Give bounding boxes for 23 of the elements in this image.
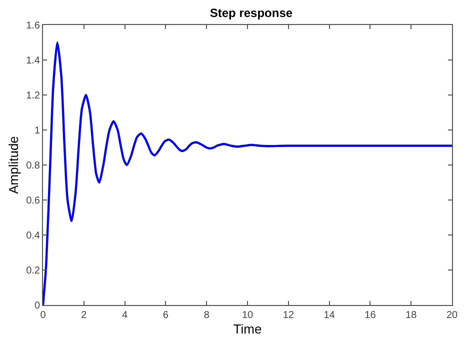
x-tick-label: 8 bbox=[204, 310, 210, 321]
x-tick-label: 12 bbox=[282, 310, 294, 321]
x-tick-label: 18 bbox=[406, 310, 418, 321]
y-tick-label: 0 bbox=[34, 300, 40, 312]
y-axis-title: Amplitude bbox=[6, 136, 22, 194]
x-tick-label: 20 bbox=[446, 310, 458, 321]
x-tick-label: 4 bbox=[122, 310, 128, 321]
y-tick-label: 0.4 bbox=[26, 230, 40, 242]
y-tick-label: 1.4 bbox=[26, 56, 40, 66]
y-tick-label: 0.2 bbox=[26, 266, 40, 276]
y-tick-label: 0.8 bbox=[26, 160, 40, 172]
y-tick-label: 1.6 bbox=[26, 20, 40, 32]
line-series bbox=[43, 41, 452, 305]
x-tick-label: 10 bbox=[242, 310, 254, 321]
x-tick-label: 6 bbox=[162, 310, 169, 321]
chart-title: Step response bbox=[210, 6, 293, 20]
x-tick-label: 16 bbox=[364, 310, 376, 321]
y-tick-label: 0.6 bbox=[26, 196, 40, 206]
x-tick-label: 14 bbox=[324, 310, 336, 321]
x-axis-title: Time bbox=[233, 322, 262, 337]
y-tick-label: 1 bbox=[34, 126, 40, 136]
y-tick-label: 1.2 bbox=[26, 90, 40, 102]
x-tick-label: 2 bbox=[81, 310, 88, 321]
